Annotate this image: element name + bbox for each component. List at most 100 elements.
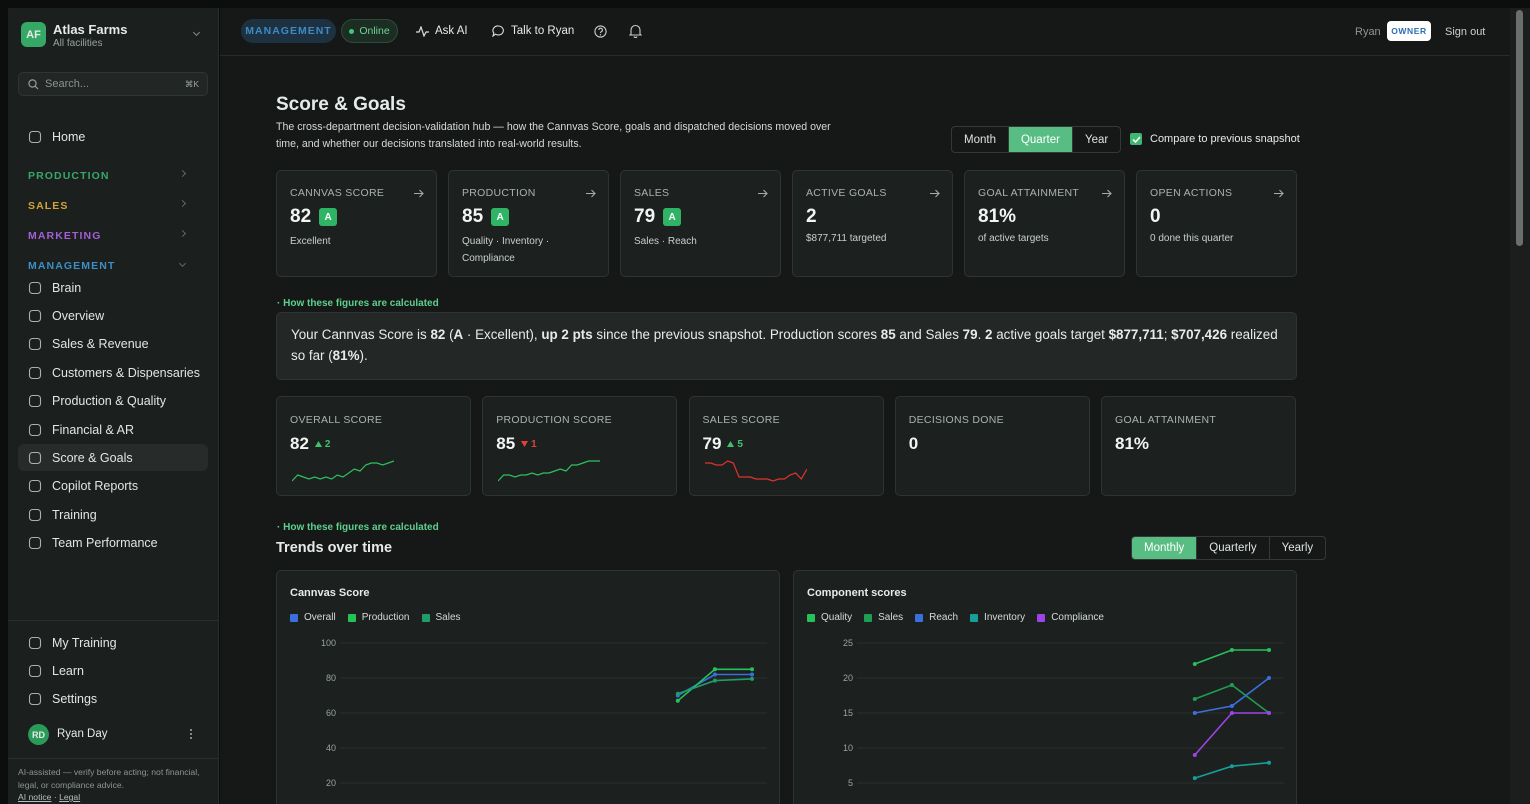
series-point bbox=[1229, 711, 1234, 715]
section-label: MANAGEMENT bbox=[28, 260, 116, 272]
summary-text: A bbox=[453, 327, 464, 342]
legend-item[interactable]: Sales bbox=[421, 612, 461, 623]
section-chevron bbox=[178, 229, 187, 238]
scroll-thumb[interactable] bbox=[1516, 10, 1523, 246]
kpi-card[interactable]: GOAL ATTAINMENT 81% of active targets bbox=[964, 170, 1125, 277]
y-tick-label: 40 bbox=[326, 743, 336, 753]
nav-item[interactable]: Overview bbox=[18, 302, 208, 329]
series-point bbox=[712, 672, 717, 677]
nav-item[interactable]: Training bbox=[18, 501, 208, 528]
disclaimer: AI-assisted — verify before acting; not … bbox=[18, 767, 200, 790]
legend-item[interactable]: Inventory bbox=[970, 612, 1025, 623]
toggle-option[interactable]: Quarterly bbox=[1196, 537, 1268, 559]
summary-text: ; bbox=[1163, 327, 1172, 342]
kpi-label: ACTIVE GOALS bbox=[806, 187, 887, 199]
kpi-card[interactable]: SALES 79 A Sales · Reach bbox=[620, 170, 781, 277]
compare-label: Compare to previous snapshot bbox=[1150, 133, 1300, 145]
calc-link[interactable]: · How these figures are calculated bbox=[277, 298, 439, 309]
compare-toggle[interactable]: Compare to previous snapshot bbox=[1130, 133, 1300, 145]
kpi-card[interactable]: ACTIVE GOALS 2 $877,711 targeted bbox=[792, 170, 953, 277]
toggle-option[interactable]: Monthly bbox=[1132, 537, 1197, 559]
nav-item[interactable]: Copilot Reports bbox=[18, 473, 208, 500]
toggle-option[interactable]: Year bbox=[1071, 127, 1120, 152]
nav-section[interactable]: MARKETING bbox=[28, 229, 199, 242]
nav-icon bbox=[28, 636, 42, 649]
nav-section[interactable]: SALES bbox=[28, 199, 199, 212]
score-value: 85 1 bbox=[496, 434, 536, 454]
link[interactable]: AI notice bbox=[18, 792, 52, 802]
search-box[interactable]: Search... ⌘K bbox=[18, 72, 208, 96]
footer-links: AI notice · Legal bbox=[18, 792, 81, 802]
value: 81% bbox=[978, 206, 1017, 227]
toggle-option[interactable]: Month bbox=[964, 133, 996, 146]
arrow-shape bbox=[414, 189, 424, 198]
sign-out[interactable]: Sign out bbox=[1445, 26, 1486, 38]
nav-item[interactable]: Customers & Dispensaries bbox=[18, 359, 208, 386]
nav-item[interactable]: My Training bbox=[18, 629, 208, 656]
nav-item[interactable]: Settings bbox=[18, 686, 208, 713]
kpi-label: CANNVAS SCORE bbox=[290, 187, 385, 199]
icon-shape bbox=[28, 636, 42, 649]
nav-section[interactable]: MANAGEMENT bbox=[28, 259, 199, 272]
series-point bbox=[1267, 648, 1271, 652]
org-logo: AF bbox=[21, 22, 46, 47]
legend-swatch bbox=[864, 613, 873, 622]
y-tick-label: 20 bbox=[843, 673, 853, 683]
summary-text: ( bbox=[445, 327, 454, 342]
nav-section[interactable]: PRODUCTION bbox=[28, 169, 199, 182]
calc-link[interactable]: · How these figures are calculated bbox=[277, 522, 439, 533]
score-label: OVERALL SCORE bbox=[290, 414, 383, 426]
summary-text: 85 bbox=[880, 327, 896, 342]
kpi-card[interactable]: CANNVAS SCORE 82 A Excellent bbox=[276, 170, 437, 277]
value: 79 bbox=[634, 206, 656, 227]
org-chevron[interactable] bbox=[192, 28, 201, 37]
nav-item[interactable]: Home bbox=[18, 123, 208, 150]
toggle-option[interactable]: Yearly bbox=[1268, 537, 1326, 559]
score-delta: 1 bbox=[521, 439, 537, 450]
nav-label: Brain bbox=[52, 280, 82, 295]
arrow-icon bbox=[1274, 189, 1284, 198]
nav-item[interactable]: Sales & Revenue bbox=[18, 331, 208, 358]
nav-item[interactable]: Team Performance bbox=[18, 530, 208, 557]
legend-item[interactable]: Reach bbox=[915, 612, 958, 623]
nav-icon bbox=[28, 451, 42, 464]
checkbox[interactable] bbox=[1130, 133, 1142, 145]
org-name[interactable]: Atlas Farms bbox=[53, 22, 128, 37]
ask-ai[interactable]: Ask AI bbox=[416, 25, 468, 37]
nav-label: Copilot Reports bbox=[52, 479, 139, 494]
sparkline-line bbox=[704, 460, 807, 482]
user-name[interactable]: Ryan Day bbox=[57, 728, 108, 740]
user-menu[interactable] bbox=[190, 729, 192, 739]
legend-item[interactable]: Overall bbox=[290, 612, 336, 623]
kpi-label: PRODUCTION bbox=[462, 187, 536, 199]
legend-item[interactable]: Quality bbox=[807, 612, 852, 623]
bell-icon[interactable] bbox=[629, 24, 642, 38]
sparkline bbox=[292, 460, 394, 482]
legend-item[interactable]: Compliance bbox=[1037, 612, 1104, 623]
nav-item[interactable]: Production & Quality bbox=[18, 388, 208, 415]
grade-badge: A bbox=[663, 208, 682, 226]
nav-item[interactable]: Score & Goals bbox=[18, 444, 208, 472]
nav-item[interactable]: Financial & AR bbox=[18, 416, 208, 443]
legend-item[interactable]: Sales bbox=[864, 612, 903, 623]
talk-button[interactable]: Talk to Ryan bbox=[492, 25, 574, 37]
help-icon[interactable] bbox=[594, 25, 607, 38]
kpi-card[interactable]: OPEN ACTIONS 0 0 done this quarter bbox=[1136, 170, 1297, 277]
series-point bbox=[1229, 648, 1234, 652]
legend-item[interactable]: Production bbox=[347, 612, 410, 623]
summary-text: $877,711 bbox=[1108, 327, 1164, 342]
kpi-card[interactable]: PRODUCTION 85 A Quality · Inventory · Compl… bbox=[448, 170, 609, 277]
nav-item[interactable]: Learn bbox=[18, 657, 208, 684]
y-tick-label: 5 bbox=[848, 778, 853, 788]
link[interactable]: Legal bbox=[59, 792, 81, 802]
arrow-icon bbox=[930, 189, 940, 198]
nav-icon bbox=[28, 309, 42, 322]
nav-item[interactable]: Brain bbox=[18, 274, 208, 301]
summary-text: . bbox=[977, 327, 986, 342]
nav-label: Sales & Revenue bbox=[52, 337, 149, 352]
legend-swatch bbox=[347, 613, 356, 622]
toggle-option[interactable]: Quarter bbox=[1007, 127, 1072, 152]
nav-label: Score & Goals bbox=[52, 450, 133, 465]
series-point bbox=[1192, 776, 1197, 781]
chart-title: Component scores bbox=[807, 587, 907, 599]
